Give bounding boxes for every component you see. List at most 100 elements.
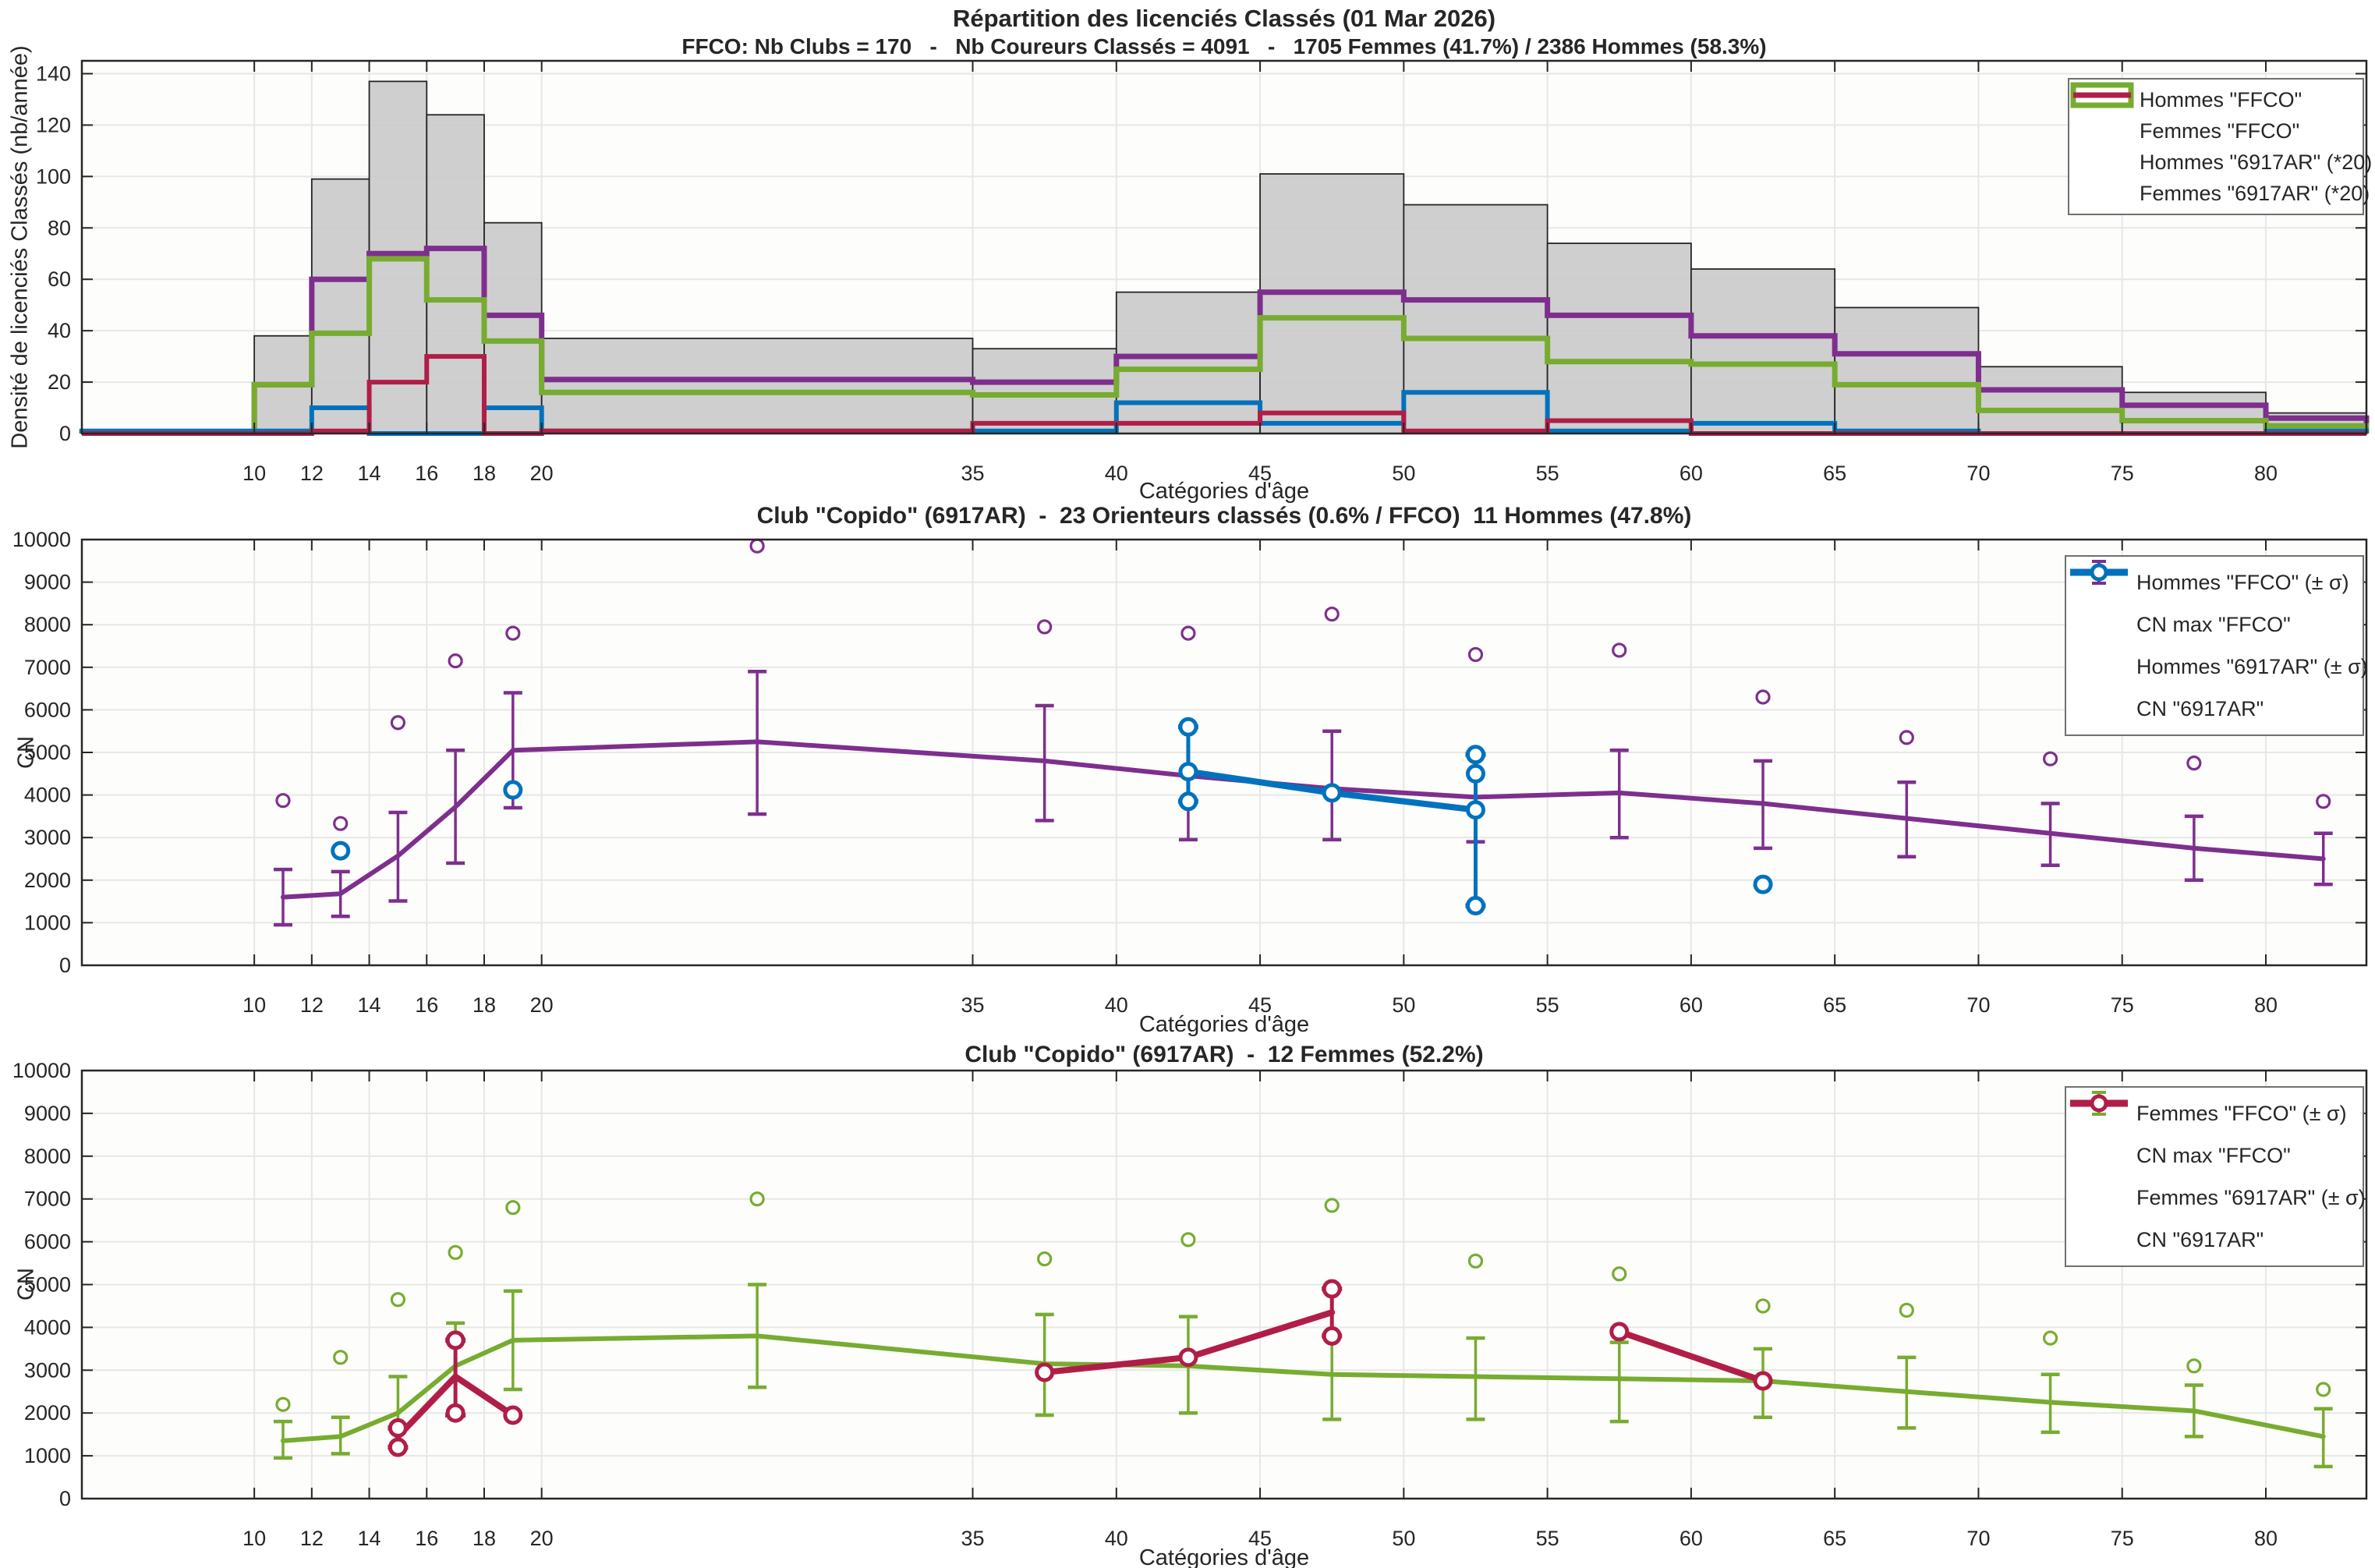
legend-label: Femmes "FFCO" xyxy=(2140,119,2300,143)
svg-text:120: 120 xyxy=(36,113,71,136)
svg-text:7000: 7000 xyxy=(24,1188,71,1211)
svg-text:50: 50 xyxy=(1392,993,1415,1017)
svg-text:45: 45 xyxy=(1248,993,1272,1017)
legend-label: Femmes "6917AR" (*20) xyxy=(2140,181,2370,205)
svg-text:12: 12 xyxy=(300,993,324,1017)
legend-label: Femmes "FFCO" (± σ) xyxy=(2136,1101,2347,1125)
svg-text:80: 80 xyxy=(2254,993,2278,1017)
svg-text:140: 140 xyxy=(36,62,71,85)
legend-item: Femmes "FFCO" xyxy=(2070,82,2355,147)
svg-text:70: 70 xyxy=(1966,993,1990,1017)
svg-text:20: 20 xyxy=(530,462,554,485)
svg-text:2000: 2000 xyxy=(24,869,71,892)
svg-text:55: 55 xyxy=(1536,462,1559,485)
svg-text:60: 60 xyxy=(48,267,71,291)
svg-text:12: 12 xyxy=(300,1527,324,1550)
svg-text:9000: 9000 xyxy=(24,1102,71,1125)
svg-text:35: 35 xyxy=(961,462,984,485)
svg-text:55: 55 xyxy=(1536,993,1559,1017)
svg-text:60: 60 xyxy=(1679,1527,1703,1550)
stairs-femmes-ffco xyxy=(79,256,2370,435)
svg-text:50: 50 xyxy=(1392,1527,1415,1550)
svg-text:35: 35 xyxy=(961,1527,984,1550)
svg-text:6000: 6000 xyxy=(24,1230,71,1254)
legend-label: Hommes "FFCO" xyxy=(2140,87,2302,111)
svg-text:18: 18 xyxy=(473,1527,496,1550)
bottom-chart-title: Club "Copido" (6917AR) - 12 Femmes (52.2… xyxy=(965,1042,1484,1067)
svg-text:9000: 9000 xyxy=(24,571,71,594)
legend-label: Hommes "FFCO" (± σ) xyxy=(2136,570,2349,594)
svg-text:10: 10 xyxy=(242,1527,266,1550)
svg-text:20: 20 xyxy=(530,993,554,1017)
svg-text:75: 75 xyxy=(2111,993,2134,1017)
svg-text:10000: 10000 xyxy=(12,528,71,551)
svg-text:75: 75 xyxy=(2111,1527,2134,1550)
middle-chart-plot: 10 12 14 16 18 20 35 40 45 50 55 60 65 70 75 80 0 1000 200… xyxy=(12,528,2368,1017)
svg-text:65: 65 xyxy=(1823,462,1846,485)
svg-text:35: 35 xyxy=(961,993,984,1017)
svg-text:80: 80 xyxy=(48,216,71,239)
middle-chart-ylabel: CN xyxy=(13,736,39,769)
svg-text:16: 16 xyxy=(415,462,438,485)
cn-max-markers xyxy=(275,538,2331,831)
svg-text:1000: 1000 xyxy=(24,1444,71,1467)
ring-swatch-icon xyxy=(2090,563,2108,582)
cn-max-markers xyxy=(275,1191,2331,1412)
svg-text:0: 0 xyxy=(59,954,71,977)
svg-text:55: 55 xyxy=(1536,1527,1559,1550)
svg-text:16: 16 xyxy=(415,1527,438,1550)
svg-text:16: 16 xyxy=(415,993,438,1017)
svg-text:3000: 3000 xyxy=(24,1358,71,1382)
svg-text:1000: 1000 xyxy=(24,911,71,934)
svg-text:14: 14 xyxy=(358,1527,381,1550)
svg-text:18: 18 xyxy=(473,462,496,485)
svg-text:100: 100 xyxy=(36,165,71,188)
svg-text:8000: 8000 xyxy=(24,613,71,636)
svg-text:14: 14 xyxy=(358,993,381,1017)
svg-text:50: 50 xyxy=(1392,462,1415,485)
legend-item: Hommes "FFCO" (± σ) xyxy=(2070,560,2355,603)
svg-text:40: 40 xyxy=(48,319,71,342)
legend-item: CN max "FFCO" xyxy=(2071,566,2355,646)
legend-label: Hommes "6917AR" (*20) xyxy=(2140,150,2373,174)
bottom-chart-xlabel: Catégories d'âge xyxy=(1138,1545,1310,1568)
legend-label: CN max "FFCO" xyxy=(2136,612,2291,636)
svg-text:80: 80 xyxy=(2254,462,2278,485)
legend-item: Femmes "6917AR" (± σ) xyxy=(2070,1099,2366,1219)
svg-text:10: 10 xyxy=(242,462,266,485)
top-chart-plot: 10 12 14 16 18 20 35 40 45 50 55 60 65 70 75 80 0 20 40 60 8… xyxy=(36,59,2370,485)
club-cn-markers xyxy=(331,717,1773,916)
top-chart-ylabel: Densité de licenciés Classés (nb/année) xyxy=(7,45,33,449)
svg-text:60: 60 xyxy=(1679,993,1703,1017)
svg-text:8000: 8000 xyxy=(24,1145,71,1168)
svg-text:60: 60 xyxy=(1679,462,1703,485)
bottom-chart-legend: Femmes "FFCO" (± σ) CN max "FFCO" Femmes "… xyxy=(2065,1086,2366,1267)
middle-chart-xlabel: Catégories d'âge xyxy=(1138,1012,1310,1037)
svg-text:12: 12 xyxy=(300,462,324,485)
svg-text:3000: 3000 xyxy=(24,826,71,849)
svg-text:2000: 2000 xyxy=(24,1401,71,1425)
legend-item: CN "6917AR" xyxy=(2071,1094,2355,1261)
stairs-hommes-ffco xyxy=(79,246,2370,435)
bottom-chart-ylabel: CN xyxy=(13,1268,39,1301)
svg-text:20: 20 xyxy=(530,1527,554,1550)
legend-label: Hommes "6917AR" (± σ) xyxy=(2136,654,2368,678)
svg-text:40: 40 xyxy=(1105,993,1128,1017)
top-chart-title: Répartition des licenciés Classés (01 Ma… xyxy=(952,5,1496,32)
svg-text:65: 65 xyxy=(1823,1527,1846,1550)
svg-text:10: 10 xyxy=(242,993,266,1017)
svg-text:14: 14 xyxy=(358,462,381,485)
line-swatch-icon xyxy=(2073,92,2131,98)
svg-text:6000: 6000 xyxy=(24,698,71,721)
top-chart-subtitle: FFCO: Nb Clubs = 170 - Nb Coureurs Class… xyxy=(681,34,1767,58)
middle-chart-title: Club "Copido" (6917AR) - 23 Orienteurs c… xyxy=(756,503,1692,529)
ffco-mean-line xyxy=(280,1333,2326,1443)
svg-text:7000: 7000 xyxy=(24,656,71,679)
top-chart-xlabel: Catégories d'âge xyxy=(1138,479,1310,504)
legend-label: CN max "FFCO" xyxy=(2136,1143,2291,1167)
svg-text:5000: 5000 xyxy=(24,741,71,764)
svg-text:80: 80 xyxy=(2254,1527,2278,1550)
svg-text:40: 40 xyxy=(1105,462,1128,485)
